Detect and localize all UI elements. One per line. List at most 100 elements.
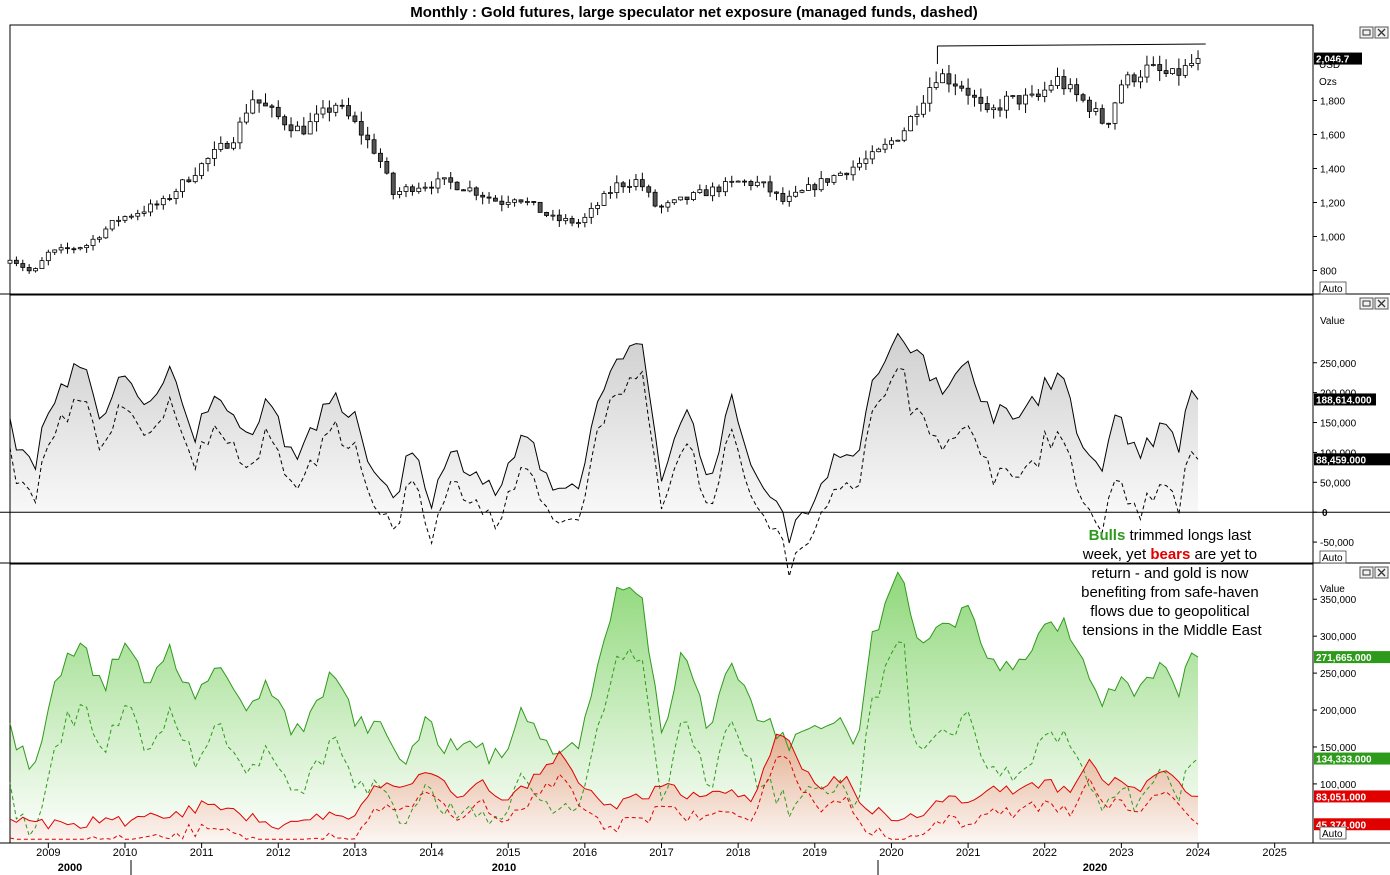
net-restore-glyph: [1362, 300, 1371, 307]
price-tick-label: 1,400: [1320, 165, 1345, 176]
candle-body: [186, 179, 192, 183]
candle-body: [780, 192, 786, 202]
candle-body: [933, 82, 939, 88]
candle-body: [1189, 62, 1195, 66]
candle-body: [84, 245, 90, 249]
gross-last-bear-managed-label: 45,374.000: [1316, 820, 1366, 831]
candle-body: [825, 178, 830, 183]
candle-body: [160, 198, 166, 206]
candle-body: [403, 186, 409, 192]
annotation-line-2a: week, yet: [1082, 546, 1151, 563]
net-close-glyph: [1377, 299, 1386, 308]
candle-body: [263, 102, 268, 107]
x-year-label: 2013: [343, 847, 367, 859]
net-tick-label: 250,000: [1320, 359, 1357, 370]
candle-body: [1112, 102, 1118, 124]
x-year-label: 2021: [956, 847, 980, 859]
candle-body: [703, 189, 709, 197]
candle-body: [429, 186, 434, 189]
candle-body: [384, 161, 390, 174]
candle-body: [326, 107, 332, 113]
candle-body: [346, 105, 351, 117]
gross-auto-button: [1319, 826, 1347, 840]
candle-body: [128, 215, 134, 218]
candle-body: [742, 180, 747, 183]
gross-last-bull-managed-label: 134,333.000: [1316, 755, 1372, 766]
candle-body: [275, 106, 281, 118]
price-tick-label: 1,600: [1320, 131, 1345, 142]
net-tick-label: 50,000: [1320, 478, 1351, 489]
candle-body: [454, 181, 460, 191]
candle-body: [493, 197, 498, 202]
candle-body: [180, 179, 185, 192]
candle-body: [1125, 74, 1131, 86]
x-year-label: 2023: [1109, 847, 1133, 859]
candle-body: [231, 142, 236, 149]
net-managed-line: [9, 367, 1199, 577]
annotation-line-5: flows due to geopolitical: [1090, 603, 1249, 620]
price-last-label: 2,046.7: [1316, 55, 1350, 66]
gross-tick-label: 250,000: [1320, 669, 1357, 680]
candle-body: [39, 260, 45, 269]
candle-body: [103, 228, 109, 239]
price-unit-usd: USD: [1319, 60, 1340, 71]
candle-body: [1144, 64, 1150, 78]
candle-body: [199, 163, 205, 176]
price-auto-label: Auto: [1322, 284, 1343, 295]
x-year-label: 2015: [496, 847, 520, 859]
gross-auto-label: Auto: [1322, 829, 1343, 840]
candle-body: [1131, 74, 1137, 83]
candle-body: [576, 222, 581, 225]
candle-body: [882, 143, 888, 150]
candle-body: [211, 148, 217, 159]
candle-body: [710, 186, 716, 197]
candle-body: [940, 73, 945, 84]
price-auto-button: [1319, 281, 1347, 295]
candle-body: [914, 113, 920, 117]
x-year-label: 2025: [1262, 847, 1286, 859]
candle-body: [927, 87, 933, 104]
candle-body: [269, 105, 275, 108]
candle-body: [1048, 85, 1054, 91]
candle-body: [109, 219, 115, 230]
candle-body: [863, 158, 869, 164]
gross-tick-label: 150,000: [1320, 743, 1357, 754]
x-decade-label: 2010: [492, 862, 516, 874]
candle-body: [537, 201, 543, 213]
candle-body: [837, 172, 843, 176]
candle-body: [441, 177, 447, 180]
candle-body: [192, 175, 198, 183]
net-tick-label: 150,000: [1320, 419, 1357, 430]
candle-body: [486, 196, 492, 199]
x-year-label: 2018: [726, 847, 750, 859]
x-year-label: 2019: [803, 847, 827, 859]
candle-body: [1087, 99, 1092, 112]
candle-body: [1157, 64, 1163, 71]
gross-restore-icon: [1359, 566, 1374, 579]
net-restore-icon: [1359, 297, 1374, 310]
candle-body: [512, 199, 517, 203]
bear-managed-line: [9, 755, 1199, 840]
candle-body: [729, 180, 735, 183]
candle-body: [1067, 84, 1073, 90]
bull-area-fill: [10, 572, 1199, 842]
candle-body: [1176, 68, 1182, 76]
gross-tick-label: 300,000: [1320, 632, 1357, 643]
candle-body: [65, 247, 70, 250]
candle-body: [77, 247, 83, 250]
annotation-bulls: Bulls: [1089, 527, 1126, 544]
candle-body: [691, 192, 696, 200]
candle-body: [767, 181, 773, 193]
candle-body: [390, 172, 396, 195]
candle-body: [531, 201, 537, 203]
candle-body: [371, 139, 377, 154]
series-layer: [0, 43, 1390, 840]
candle-body: [320, 107, 326, 115]
x-year-label: 2011: [190, 847, 214, 859]
net-tick-label: -50,000: [1320, 538, 1354, 549]
candle-body: [1182, 65, 1188, 76]
candle-body: [1016, 95, 1022, 105]
annotation-line-6: tensions in the Middle East: [1082, 622, 1262, 639]
candle-body: [148, 203, 153, 213]
candle-body: [678, 196, 684, 201]
